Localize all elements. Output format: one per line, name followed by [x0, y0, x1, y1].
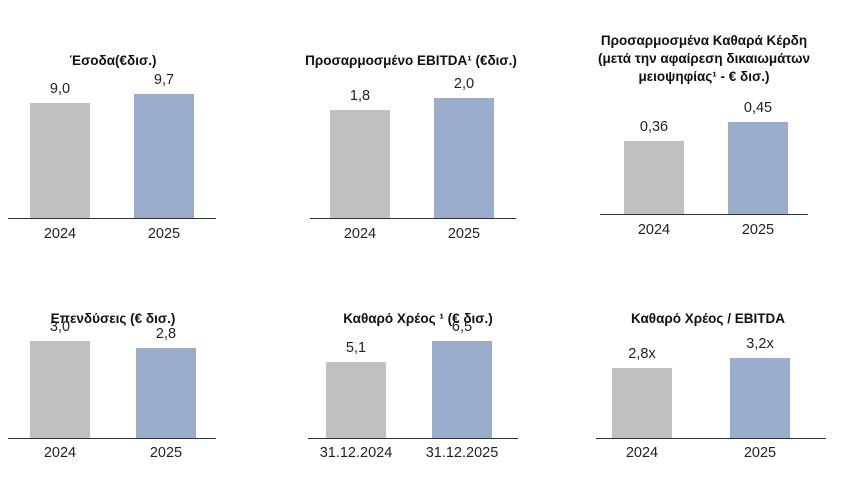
x-axis-line: [8, 438, 216, 439]
bar-2025: [728, 122, 788, 214]
chart-title-line: (μετά την αφαίρεση δικαιωμάτων: [598, 51, 810, 66]
chart-title: Επενδύσεις (€ δισ.): [8, 310, 218, 328]
x-axis-line: [600, 214, 808, 215]
category-label: 2025: [149, 445, 183, 461]
category-label: 2024: [343, 226, 377, 242]
category-label: 2025: [741, 222, 775, 238]
chart-title: Προσαρμοσμένα Καθαρά Κέρδη (μετά την αφαί…: [566, 32, 842, 86]
chart-title-line: Καθαρό Χρέος / EBITDA: [631, 311, 785, 326]
plot-area: 2,8x 3,2x: [596, 336, 826, 439]
data-label: 2,8x: [628, 346, 656, 362]
plot-area: 5,1 6,5: [308, 319, 518, 439]
bar-31.12.2024: [326, 362, 386, 438]
category-label: 2025: [743, 445, 777, 461]
data-label: 0,45: [743, 100, 773, 116]
category-label: 2025: [447, 226, 481, 242]
category-label: 2024: [43, 226, 77, 242]
data-label: 2,8: [155, 326, 177, 342]
chart-title: Έσοδα(€δισ.): [8, 52, 218, 70]
bar-2024: [612, 368, 672, 438]
chart-title-line: Προσαρμοσμένα Καθαρά Κέρδη: [600, 33, 808, 48]
chart-title: Προσαρμοσμένο EBITDA¹ (€δισ.): [282, 52, 540, 70]
chart-title-line: Προσαρμοσμένο EBITDA¹ (€δισ.): [305, 53, 517, 68]
chart-title-line: Επενδύσεις (€ δισ.): [50, 311, 176, 326]
chart-title-line: Καθαρό Χρέος ¹ (€ δισ.): [343, 311, 493, 326]
plot-area: 3,0 2,8: [8, 319, 216, 439]
category-label: 2024: [637, 222, 671, 238]
data-label: 9,7: [153, 72, 175, 88]
x-axis-line: [8, 218, 216, 219]
chart-title-line: Έσοδα(€δισ.): [69, 53, 157, 68]
bar-31.12.2025: [432, 341, 492, 438]
x-axis-line: [310, 218, 516, 219]
category-label: 2024: [625, 445, 659, 461]
bar-2024: [30, 341, 90, 438]
bar-2025: [730, 358, 790, 438]
category-label: 31.12.2025: [425, 445, 499, 461]
category-label: 31.12.2024: [319, 445, 393, 461]
chart-title: Καθαρό Χρέος / EBITDA: [590, 310, 826, 328]
bar-2025: [136, 348, 196, 438]
data-label: 1,8: [349, 88, 371, 104]
data-label: 9,0: [49, 81, 71, 97]
x-axis-line: [308, 438, 518, 439]
plot-area: 1,8 2,0: [310, 76, 516, 219]
category-label: 2024: [43, 445, 77, 461]
bar-2025: [134, 94, 194, 218]
data-label: 5,1: [345, 340, 367, 356]
bar-2024: [330, 110, 390, 218]
data-label: 0,36: [639, 119, 669, 135]
bar-2024: [624, 141, 684, 214]
data-label: 3,0: [49, 319, 71, 335]
chart-title: Καθαρό Χρέος ¹ (€ δισ.): [300, 310, 536, 328]
data-label: 3,2x: [746, 336, 774, 352]
plot-area: 0,36 0,45: [600, 100, 808, 215]
category-label: 2025: [147, 226, 181, 242]
bar-2024: [30, 103, 90, 218]
chart-title-line: μειοψηφίας¹ - € δισ.): [638, 69, 770, 84]
bar-2025: [434, 98, 494, 218]
x-axis-line: [596, 438, 826, 439]
data-label: 6,5: [451, 319, 473, 335]
data-label: 2,0: [453, 76, 475, 92]
plot-area: 9,0 9,7: [8, 72, 216, 219]
